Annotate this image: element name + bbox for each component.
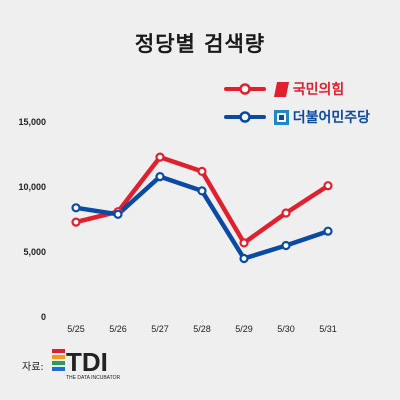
ppp-logo-icon [273, 81, 289, 97]
x-tick-label: 5/25 [67, 324, 85, 334]
x-tick-label: 5/29 [235, 324, 253, 334]
series-1-point [197, 186, 207, 196]
x-tick-label: 5/31 [319, 324, 337, 334]
tdi-logo: TDI THE DATA INCUBATOR [52, 347, 120, 381]
dp-logo-icon [273, 109, 289, 125]
series-1-point [113, 209, 123, 219]
series-1-point [323, 226, 333, 236]
series-0-point [71, 217, 81, 227]
legend: 국민의힘 더불어민주당 [223, 78, 370, 134]
x-tick-label: 5/28 [193, 324, 211, 334]
series-1-point [281, 240, 291, 251]
series-0-point [155, 152, 165, 162]
x-tick-label: 5/26 [109, 324, 127, 334]
series-0-point [197, 166, 207, 176]
legend-item-dp: 더불어민주당 [223, 106, 370, 128]
series-1-point [155, 172, 165, 182]
legend-label-ppp: 국민의힘 [292, 82, 345, 98]
legend-line-dp [223, 110, 266, 124]
legend-line-ppp [223, 82, 266, 96]
logo-brand: TDI [66, 347, 108, 377]
series-1-point [239, 253, 249, 264]
source-label: 자료: [22, 362, 44, 373]
x-tick-label: 5/30 [277, 324, 295, 334]
series-0-point [281, 208, 291, 218]
y-tick-label: 5,000 [23, 247, 46, 257]
y-tick-label: 0 [41, 312, 46, 322]
series-0-point [239, 238, 249, 248]
chart-title: 정당별 검색량 [134, 32, 266, 56]
series-1-point [71, 203, 81, 213]
series-0-point [323, 181, 333, 191]
logo-tagline: THE DATA INCUBATOR [66, 375, 120, 381]
y-tick-label: 15,000 [18, 117, 46, 127]
legend-item-ppp: 국민의힘 [223, 78, 370, 100]
y-tick-label: 10,000 [18, 182, 46, 192]
x-tick-label: 5/27 [151, 324, 169, 334]
legend-label-dp: 더불어민주당 [292, 110, 370, 126]
